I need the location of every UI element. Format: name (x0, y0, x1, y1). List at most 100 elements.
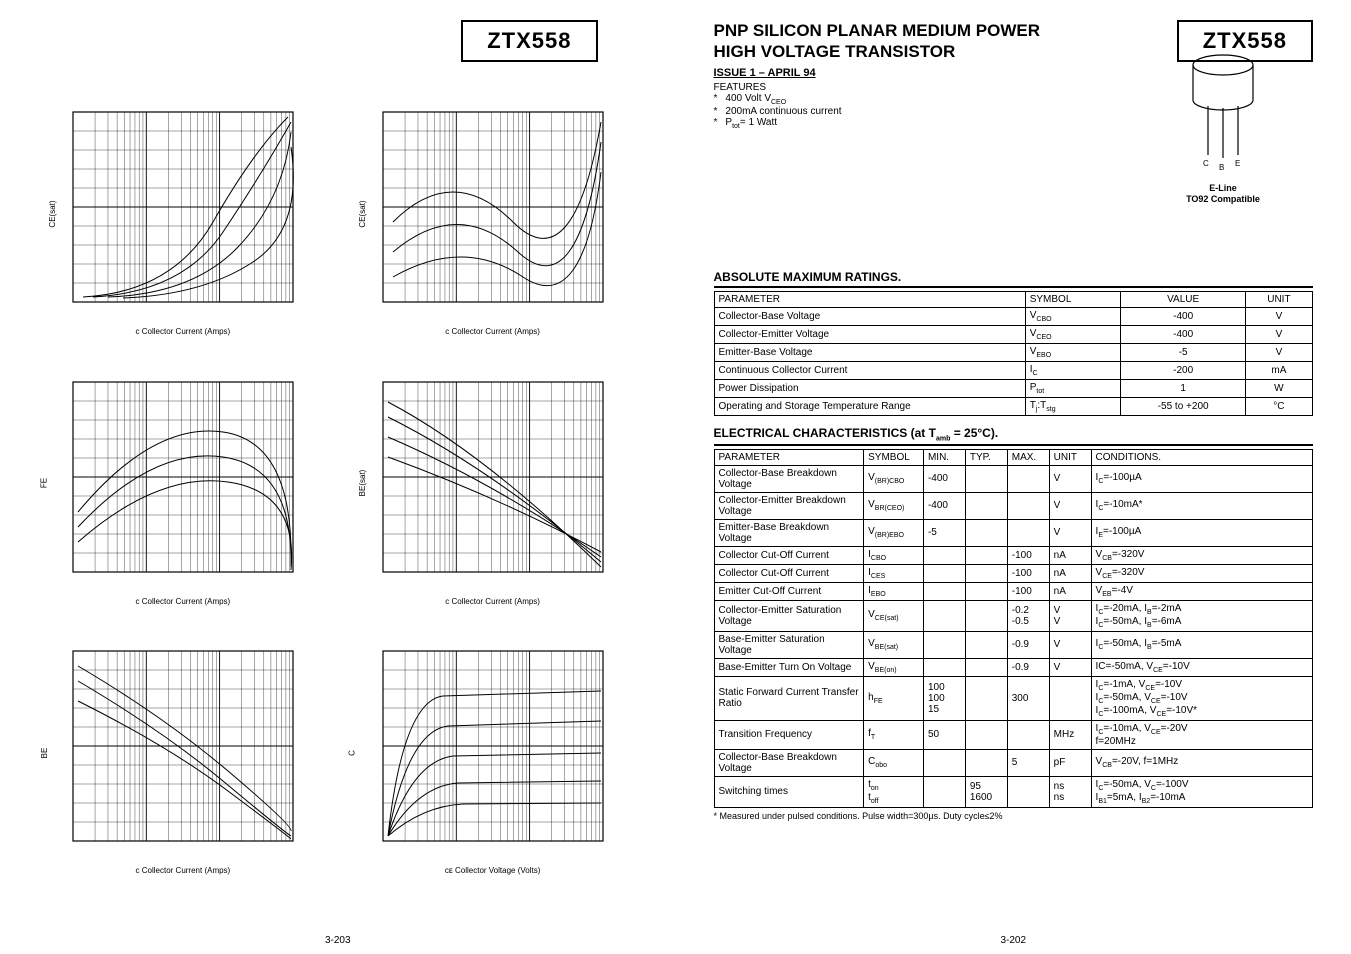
table-cell: -5 (923, 519, 965, 546)
chart-ylabel: BE (40, 747, 49, 758)
table-cell: Static Forward Current Transfer Ratio (714, 676, 864, 720)
datasheet-right-page: PNP SILICON PLANAR MEDIUM POWER HIGH VOL… (676, 0, 1351, 954)
package-label-1: E-Line (1143, 183, 1303, 194)
table-cell (923, 564, 965, 582)
table-cell: IE=-100µA (1091, 519, 1312, 546)
table-cell (1049, 676, 1091, 720)
table-cell: V (1049, 658, 1091, 676)
table-cell: Emitter Cut-Off Current (714, 582, 864, 600)
table-cell: 1 (1121, 379, 1245, 397)
elec-char-header: ELECTRICAL CHARACTERISTICS (at Tamb = 25… (714, 426, 1314, 446)
chart-4: BE(sat)c Collector Current (Amps) (348, 344, 638, 605)
table-cell: °C (1245, 397, 1312, 415)
table-header-cell: UNIT (1049, 449, 1091, 465)
table-cell: Collector-Emitter Breakdown Voltage (714, 492, 864, 519)
table-header-cell: MIN. (923, 449, 965, 465)
table-cell: -100 (1007, 564, 1049, 582)
title-line1: PNP SILICON PLANAR MEDIUM POWER (714, 20, 1040, 41)
table-cell (923, 631, 965, 658)
table-cell: VV (1049, 600, 1091, 631)
table-cell (1007, 776, 1049, 807)
table-cell: ICBO (864, 546, 924, 564)
table-row: Collector-Emitter VoltageVCEO-400V (714, 325, 1313, 343)
table-header-cell: PARAMETER (714, 291, 1025, 307)
table-cell (965, 519, 1007, 546)
table-cell: VBE(on) (864, 658, 924, 676)
table-cell: VEB=-4V (1091, 582, 1312, 600)
package-drawing: C B E E-Line TO92 Compatible (1143, 50, 1303, 220)
table-cell: 5 (1007, 749, 1049, 776)
table-cell: VEBO (1025, 343, 1121, 361)
table-row: Power DissipationPtot1W (714, 379, 1313, 397)
chart-ylabel: CE(sat) (358, 200, 367, 227)
table-cell: Collector-Emitter Saturation Voltage (714, 600, 864, 631)
table-cell: V(BR)CBO (864, 465, 924, 492)
table-cell (923, 582, 965, 600)
table-header-row: PARAMETERSYMBOLVALUEUNIT (714, 291, 1313, 307)
table-cell (1007, 720, 1049, 749)
table-cell: 951600 (965, 776, 1007, 807)
table-header-row: PARAMETERSYMBOLMIN.TYP.MAX.UNITCONDITION… (714, 449, 1313, 465)
table-cell: VBR(CEO) (864, 492, 924, 519)
table-cell (1007, 492, 1049, 519)
chart-xlabel: c Collector Current (Amps) (136, 327, 231, 336)
table-row: Collector-Base Breakdown VoltageV(BR)CBO… (714, 465, 1313, 492)
table-header-cell: VALUE (1121, 291, 1245, 307)
table-cell: -5 (1121, 343, 1245, 361)
chart-ylabel: C (347, 750, 356, 756)
table-cell: IC=-50mA, VC=-100VIB1=5mA, IB2=-10mA (1091, 776, 1312, 807)
table-cell (923, 600, 965, 631)
table-header-cell: MAX. (1007, 449, 1049, 465)
chart-1: CE(sat) c Collector Current (Amps) (38, 75, 328, 336)
part-number-box: ZTX558 (461, 20, 597, 62)
table-cell: Cobo (864, 749, 924, 776)
chart-grid: CE(sat)c Collector Current (Amps)CE(sat)… (38, 75, 638, 875)
table-header-cell: PARAMETER (714, 449, 864, 465)
table-cell (965, 546, 1007, 564)
table-cell: -400 (1121, 325, 1245, 343)
table-row: Collector Cut-Off CurrentICES-100nAVCE=-… (714, 564, 1313, 582)
table-cell: V(BR)EBO (864, 519, 924, 546)
table-cell: V (1049, 631, 1091, 658)
table-cell: -0.9 (1007, 631, 1049, 658)
table-cell: V (1245, 307, 1312, 325)
table-cell: Power Dissipation (714, 379, 1025, 397)
table-cell: -200 (1121, 361, 1245, 379)
table-cell: tontoff (864, 776, 924, 807)
table-row: Transition FrequencyfT50MHzIC=-10mA, VCE… (714, 720, 1313, 749)
table-cell: V (1245, 343, 1312, 361)
table-row: Emitter Cut-Off CurrentIEBO-100nAVEB=-4V (714, 582, 1313, 600)
table-row: Base-Emitter Turn On VoltageVBE(on)-0.9V… (714, 658, 1313, 676)
table-row: Base-Emitter Saturation VoltageVBE(sat)-… (714, 631, 1313, 658)
table-cell: mA (1245, 361, 1312, 379)
table-cell: MHz (1049, 720, 1091, 749)
table-row: Static Forward Current Transfer RatiohFE… (714, 676, 1313, 720)
svg-text:B: B (1219, 163, 1224, 172)
page-number-right: 3-202 (1000, 935, 1026, 946)
chart-ylabel: CE(sat) (48, 200, 57, 227)
table-cell: IEBO (864, 582, 924, 600)
table-cell: Collector-Base Voltage (714, 307, 1025, 325)
table-cell (965, 749, 1007, 776)
chart-xlabel: c Collector Current (Amps) (136, 866, 231, 875)
table-cell: VCE(sat) (864, 600, 924, 631)
table-row: Collector-Base VoltageVCBO-400V (714, 307, 1313, 325)
table-header-cell: TYP. (965, 449, 1007, 465)
table-cell: Switching times (714, 776, 864, 807)
table-cell (965, 600, 1007, 631)
table-row: Collector-Base Breakdown VoltageCobo5pFV… (714, 749, 1313, 776)
table-cell (965, 631, 1007, 658)
chart-xlabel: c Collector Current (Amps) (136, 597, 231, 606)
table-header-cell: UNIT (1245, 291, 1312, 307)
table-cell: 10010015 (923, 676, 965, 720)
table-cell: -100 (1007, 582, 1049, 600)
table-cell: 50 (923, 720, 965, 749)
table-cell: Collector-Base Breakdown Voltage (714, 465, 864, 492)
table-cell (965, 582, 1007, 600)
table-cell: -0.9 (1007, 658, 1049, 676)
chart-xlabel: ᴄᴇ Collector Voltage (Volts) (445, 866, 541, 875)
table-cell: -400 (923, 492, 965, 519)
table-cell (1007, 465, 1049, 492)
table-cell: nA (1049, 564, 1091, 582)
chart-3: FEc Collector Current (Amps) (38, 344, 328, 605)
